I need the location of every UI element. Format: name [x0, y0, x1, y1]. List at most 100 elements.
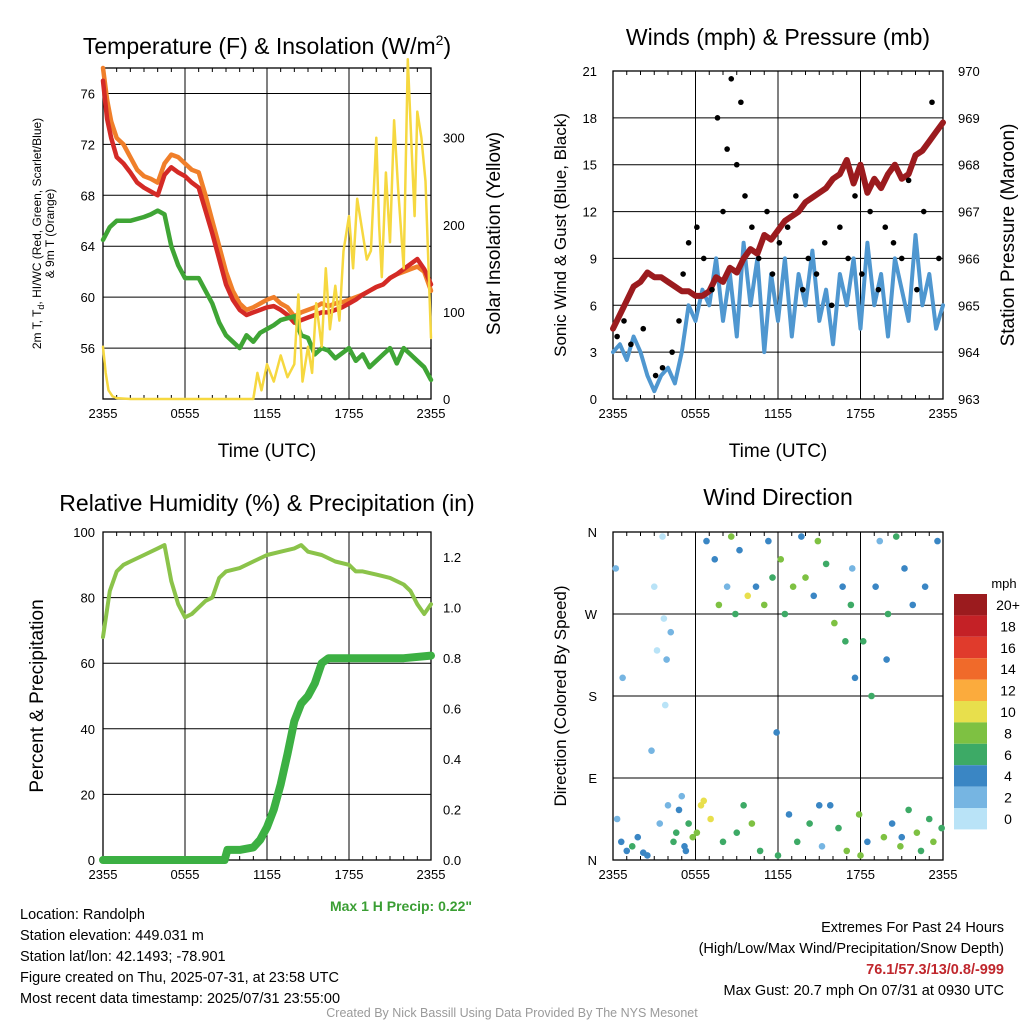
extremes-title: Extremes For Past 24 Hours	[821, 920, 1004, 936]
rh-xtick-label: 0555	[171, 867, 200, 882]
winds-y2tick-label: 965	[958, 298, 980, 313]
temp-ytick-label: 64	[81, 239, 95, 254]
legend-label: 4	[1004, 768, 1012, 784]
rh-series-precipitation	[99, 651, 435, 864]
wind-direction-point	[663, 656, 670, 663]
wind-direction-point	[814, 537, 822, 545]
wind-direction-point	[736, 546, 743, 554]
gust-point	[652, 372, 659, 379]
wind-direction-point	[613, 815, 621, 823]
wind-direction-point	[938, 824, 945, 832]
credit-text: Created By Nick Bassill Using Data Provi…	[326, 1006, 698, 1020]
gust-point	[920, 208, 927, 215]
winds-xtick-label: 1155	[764, 406, 792, 421]
wind-direction-point	[715, 601, 723, 609]
wind-direction-point	[798, 533, 805, 540]
gust-point	[628, 341, 634, 348]
gust-point	[793, 193, 799, 199]
gust-point	[837, 224, 843, 230]
wind-direction-point	[913, 829, 921, 836]
legend-label: 16	[1000, 640, 1016, 656]
winds-ytick-label: 12	[583, 205, 597, 220]
legend-label: 2	[1004, 790, 1012, 806]
rh-xtick-label: 2355	[417, 867, 446, 882]
rh-y2tick-label: 0.8	[443, 651, 461, 666]
wind-direction-point	[818, 843, 826, 850]
gust-point	[728, 76, 735, 82]
wind-direction-point	[648, 747, 655, 754]
gust-point	[724, 146, 730, 152]
wind-direction-point	[843, 847, 851, 855]
gust-point	[659, 364, 666, 371]
wd-ytick-label: W	[585, 607, 598, 622]
winds-y2tick-label: 964	[958, 345, 980, 360]
wind-direction-point	[733, 829, 741, 836]
winds-ylabel: Sonic Wind & Gust (Blue, Black)	[551, 113, 570, 357]
wind-direction-point	[612, 565, 620, 572]
gust-point	[614, 333, 620, 340]
wind-direction-point	[727, 533, 735, 540]
wind-direction-point	[909, 601, 917, 609]
legend-label: 12	[1000, 683, 1016, 699]
wind-direction-point	[685, 820, 692, 827]
winds-xtick-label: 1755	[846, 406, 875, 421]
wind-direction-point	[905, 806, 912, 814]
wind-direction-point	[644, 852, 651, 859]
wind-direction-point	[765, 537, 772, 545]
wind-direction-point	[848, 565, 856, 572]
wind-direction-point	[732, 610, 739, 618]
wind-direction-point	[880, 833, 888, 841]
location-text: Location: Randolph	[20, 907, 145, 923]
legend-label: 0	[1004, 811, 1012, 827]
legend-swatch	[954, 765, 987, 787]
wind-direction-point	[781, 610, 789, 618]
wind-direction-point	[719, 838, 727, 846]
wd-xtick-label: 2355	[929, 867, 958, 882]
wd-ylabel: Direction (Colored By Speed)	[551, 585, 570, 806]
wind-direction-point	[888, 820, 896, 827]
wind-direction-point	[872, 583, 879, 590]
wind-direction-point	[815, 802, 823, 809]
legend-label: 6	[1004, 747, 1012, 763]
winds-y2tick-label: 969	[958, 111, 980, 126]
temp-ytick-label: 56	[81, 341, 95, 356]
winds-xtick-label: 0555	[681, 406, 710, 421]
rh-xtick-label: 1155	[253, 867, 281, 882]
temp-xtick-label: 0555	[171, 406, 200, 421]
wind-direction-point	[857, 852, 864, 859]
winds-ytick-label: 6	[590, 298, 597, 313]
temp-y2tick-label: 200	[443, 218, 465, 233]
wd-ytick-label: N	[588, 853, 597, 868]
gust-point	[776, 240, 783, 246]
legend-swatch	[954, 743, 987, 766]
max-precip-annotation: Max 1 H Precip: 0.22"	[330, 898, 472, 914]
rh-series-humidity	[101, 543, 433, 639]
wind-direction-point	[789, 583, 797, 590]
wind-direction-point	[667, 628, 675, 636]
temp-y2label: Solar Insolation (Yellow)	[484, 132, 505, 335]
gust-point	[784, 224, 791, 230]
gust-point	[640, 325, 647, 332]
temp-xtick-label: 1755	[335, 406, 364, 421]
wind-direction-point	[623, 847, 631, 855]
gust-point	[845, 255, 851, 262]
wind-direction-point	[653, 647, 661, 654]
temp-y2tick-label: 100	[443, 305, 465, 320]
wd-xtick-label: 2355	[599, 867, 628, 882]
gust-point	[680, 271, 686, 277]
gust-point	[621, 318, 627, 324]
temp-series-td	[100, 208, 434, 383]
created-text: Figure created on Thu, 2025-07-31, at 23…	[20, 970, 339, 986]
temperature-chart: 56 60 64 68 72 76 0 100 200 300 2355 0555 1155 1755 23…	[30, 32, 505, 462]
wind-direction-point	[822, 560, 830, 568]
gust-point	[813, 271, 820, 277]
wind-direction-point	[810, 592, 818, 600]
temp-y2tick-label: 300	[443, 131, 465, 146]
gust-point	[764, 208, 770, 215]
gust-point	[882, 224, 889, 230]
extremes-subtitle: (High/Low/Max Wind/Precipitation/Snow De…	[698, 941, 1004, 957]
wind-direction-point	[868, 692, 875, 700]
winds-xlabel: Time (UTC)	[729, 441, 828, 462]
wind-direction-point	[678, 792, 686, 800]
